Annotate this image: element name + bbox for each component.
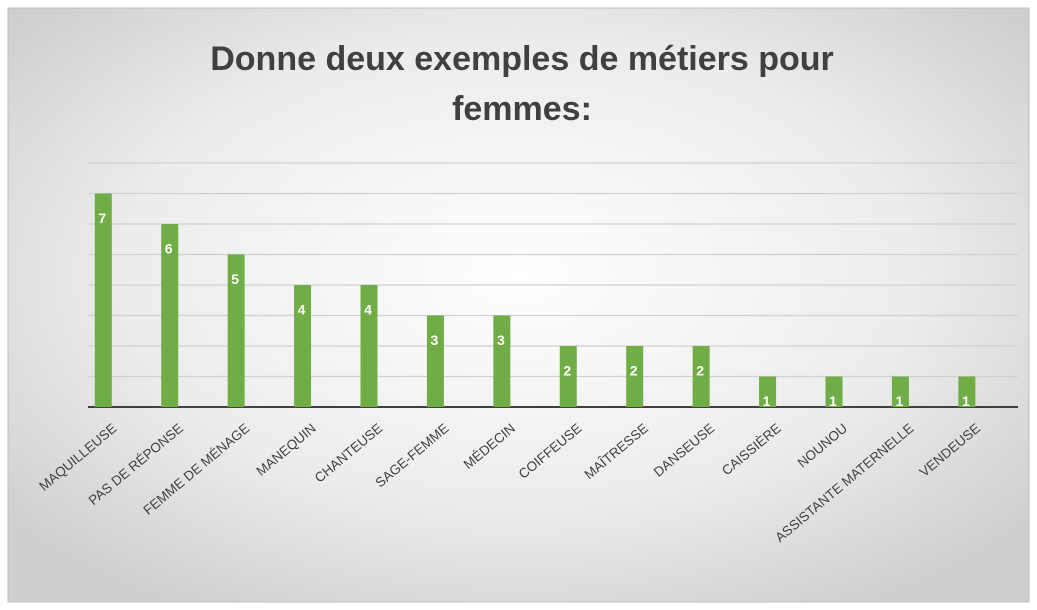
value-label: 2 <box>696 363 704 379</box>
value-label: 6 <box>165 241 173 257</box>
bar <box>559 346 577 407</box>
bar <box>360 285 378 407</box>
value-label: 4 <box>298 302 306 318</box>
value-label: 1 <box>763 393 771 409</box>
bar <box>161 224 179 407</box>
value-label: 2 <box>563 363 571 379</box>
bar <box>94 193 112 407</box>
bar <box>958 376 976 407</box>
value-label: 3 <box>431 332 439 348</box>
value-label: 2 <box>630 363 638 379</box>
value-label: 4 <box>364 302 372 318</box>
value-label: 1 <box>829 393 837 409</box>
bar <box>227 254 245 407</box>
value-label: 7 <box>98 210 106 226</box>
value-label: 1 <box>896 393 904 409</box>
value-label: 1 <box>962 393 970 409</box>
chart-title: femmes: <box>452 90 592 128</box>
bar <box>692 346 710 407</box>
bar <box>891 376 909 407</box>
bar <box>493 315 511 407</box>
bar <box>626 346 644 407</box>
value-label: 5 <box>231 271 239 287</box>
bar <box>825 376 843 407</box>
value-label: 3 <box>497 332 505 348</box>
bar <box>294 285 312 407</box>
chart-title: Donne deux exemples de métiers pour <box>210 40 834 78</box>
bar <box>426 315 444 407</box>
bar <box>759 376 777 407</box>
